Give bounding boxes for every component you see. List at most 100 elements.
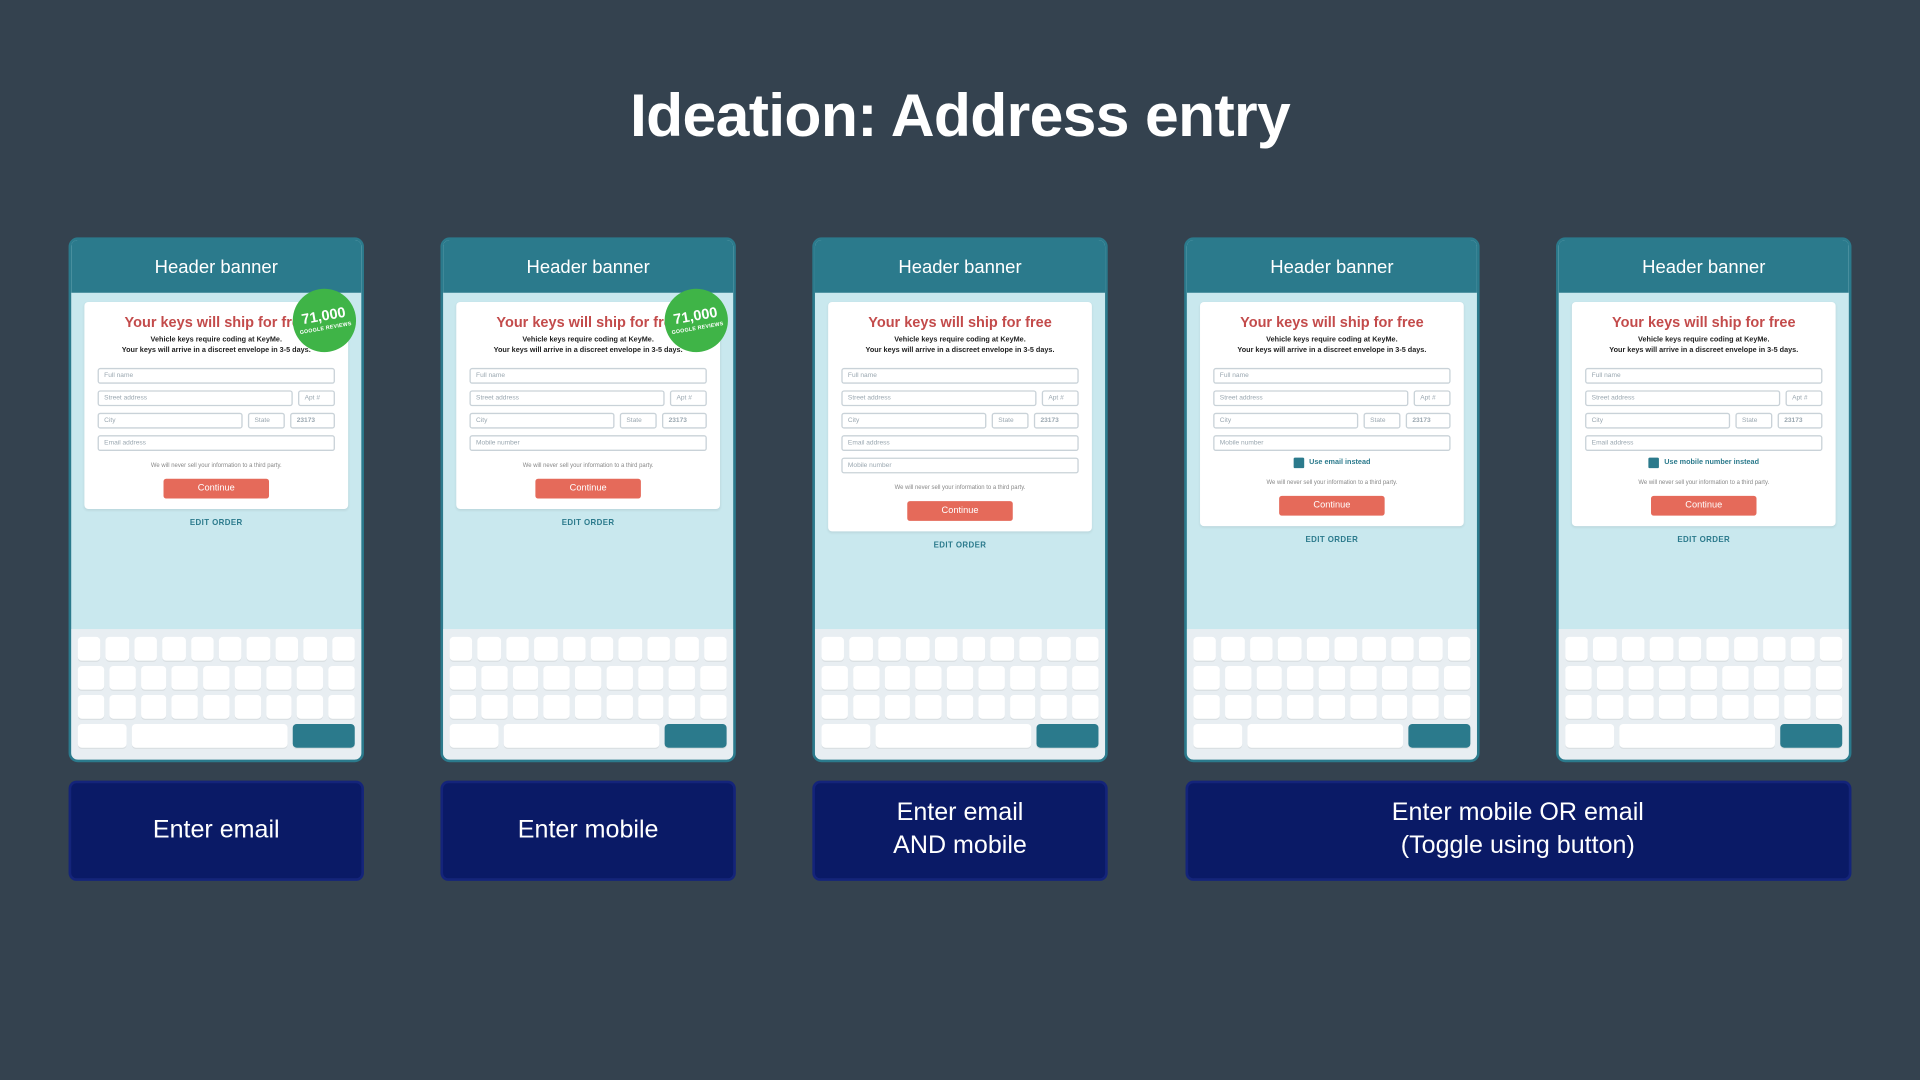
city-field[interactable]: City [841, 413, 986, 429]
full-name-field[interactable]: Full name [841, 368, 1078, 384]
key[interactable] [1763, 637, 1786, 661]
key[interactable] [1382, 695, 1408, 719]
email-field[interactable]: Email address [1585, 436, 1822, 452]
key[interactable] [675, 637, 698, 661]
key[interactable] [172, 695, 198, 719]
key[interactable] [203, 666, 229, 690]
zip-field[interactable]: 23173 [290, 413, 335, 429]
full-name-field[interactable]: Full name [469, 368, 706, 384]
key[interactable] [1363, 637, 1386, 661]
key[interactable] [822, 637, 845, 661]
key[interactable] [575, 695, 601, 719]
key[interactable] [850, 637, 873, 661]
key[interactable] [978, 695, 1004, 719]
key[interactable] [1041, 695, 1067, 719]
city-field[interactable]: City [469, 413, 614, 429]
apt-field[interactable]: Apt # [1786, 391, 1823, 407]
key[interactable] [1444, 695, 1470, 719]
space-key[interactable] [132, 724, 288, 748]
key[interactable] [1072, 695, 1098, 719]
key[interactable] [478, 637, 501, 661]
key[interactable] [1753, 666, 1779, 690]
key[interactable] [544, 695, 570, 719]
key[interactable] [853, 666, 879, 690]
key[interactable] [1722, 666, 1748, 690]
key[interactable] [512, 666, 538, 690]
key[interactable] [297, 695, 323, 719]
continue-button[interactable]: Continue [164, 479, 269, 499]
street-field[interactable]: Street address [469, 391, 664, 407]
key[interactable] [884, 695, 910, 719]
key[interactable] [1622, 637, 1645, 661]
key[interactable] [669, 695, 695, 719]
enter-key[interactable] [1408, 724, 1470, 748]
key[interactable] [669, 666, 695, 690]
key[interactable] [450, 666, 476, 690]
apt-field[interactable]: Apt # [1042, 391, 1079, 407]
key[interactable] [481, 666, 507, 690]
key[interactable] [1076, 637, 1099, 661]
key[interactable] [162, 637, 185, 661]
key[interactable] [1256, 695, 1282, 719]
key[interactable] [1706, 637, 1729, 661]
key[interactable] [1419, 637, 1442, 661]
key[interactable] [1072, 666, 1098, 690]
key[interactable] [506, 637, 529, 661]
key[interactable] [1735, 637, 1758, 661]
key[interactable] [329, 666, 355, 690]
key[interactable] [1256, 666, 1282, 690]
edit-order-link[interactable]: EDIT ORDER [84, 520, 348, 528]
key[interactable] [916, 666, 942, 690]
key[interactable] [1413, 666, 1439, 690]
key[interactable] [575, 666, 601, 690]
state-field[interactable]: State [248, 413, 285, 429]
key[interactable] [591, 637, 614, 661]
street-field[interactable]: Street address [841, 391, 1036, 407]
key[interactable] [1565, 666, 1591, 690]
key[interactable] [1306, 637, 1329, 661]
key[interactable] [1193, 637, 1216, 661]
email-field[interactable]: Email address [98, 436, 335, 452]
key[interactable] [934, 637, 957, 661]
key[interactable] [534, 637, 557, 661]
key[interactable] [1350, 695, 1376, 719]
key[interactable] [172, 666, 198, 690]
key[interactable] [1041, 666, 1067, 690]
key[interactable] [647, 637, 670, 661]
key[interactable] [1753, 695, 1779, 719]
apt-field[interactable]: Apt # [298, 391, 335, 407]
key[interactable] [191, 637, 214, 661]
key[interactable] [1650, 637, 1673, 661]
zip-field[interactable]: 23173 [662, 413, 707, 429]
key[interactable] [109, 666, 135, 690]
key[interactable] [991, 637, 1014, 661]
enter-key[interactable] [1036, 724, 1098, 748]
full-name-field[interactable]: Full name [1213, 368, 1450, 384]
key[interactable] [1565, 724, 1613, 748]
key[interactable] [1593, 637, 1616, 661]
zip-field[interactable]: 23173 [1034, 413, 1079, 429]
key[interactable] [106, 637, 129, 661]
key[interactable] [1019, 637, 1042, 661]
key[interactable] [1225, 695, 1251, 719]
key[interactable] [878, 637, 901, 661]
key[interactable] [1225, 666, 1251, 690]
continue-button[interactable]: Continue [535, 479, 640, 499]
key[interactable] [1382, 666, 1408, 690]
full-name-field[interactable]: Full name [98, 368, 335, 384]
key[interactable] [1278, 637, 1301, 661]
key[interactable] [1319, 666, 1345, 690]
key[interactable] [247, 637, 270, 661]
key[interactable] [1350, 666, 1376, 690]
space-key[interactable] [1247, 724, 1403, 748]
key[interactable] [947, 695, 973, 719]
key[interactable] [1722, 695, 1748, 719]
key[interactable] [1819, 637, 1842, 661]
key[interactable] [704, 637, 727, 661]
key[interactable] [1287, 666, 1313, 690]
zip-field[interactable]: 23173 [1778, 413, 1823, 429]
key[interactable] [978, 666, 1004, 690]
state-field[interactable]: State [620, 413, 657, 429]
key[interactable] [109, 695, 135, 719]
key[interactable] [884, 666, 910, 690]
